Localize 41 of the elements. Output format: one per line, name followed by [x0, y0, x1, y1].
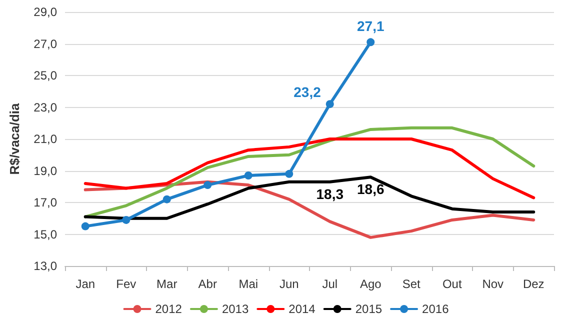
point [204, 181, 212, 190]
x-tick-label: Mar [156, 277, 178, 291]
y-tick-label: 25,0 [34, 68, 58, 82]
x-tick-label: Set [402, 277, 422, 291]
x-tick-label: Jun [279, 277, 299, 291]
x-tick-label: Fev [116, 277, 136, 291]
data-label: 27,1 [357, 18, 384, 34]
data-label: 18,6 [357, 181, 384, 198]
line-series [84, 126, 536, 218]
point [285, 170, 294, 178]
point [326, 100, 334, 108]
point [122, 216, 130, 224]
x-tick-label: Mai [238, 277, 258, 291]
y-tick-label: 19,0 [34, 164, 58, 178]
y-tick-label: 29,0 [34, 5, 58, 19]
data-label: 23,2 [294, 84, 322, 100]
x-tick-label: Out [442, 277, 462, 291]
y-tick-label: 21,0 [34, 132, 58, 146]
y-tick-label: 13,0 [34, 259, 58, 273]
legend-label: 2013 [222, 302, 249, 316]
x-tick-label: Dez [522, 277, 544, 291]
y-tick-label: 15,0 [34, 227, 58, 242]
legend-label: 2015 [355, 302, 382, 316]
legend-label: 2012 [155, 302, 182, 316]
x-tick-label: Abr [198, 277, 217, 291]
x-tick-label: Jul [322, 277, 338, 291]
point [162, 195, 171, 204]
line-series [84, 138, 536, 200]
y-axis-title: R$/vaca/dia [7, 102, 22, 175]
y-tick-label: 17,0 [34, 196, 58, 210]
point [366, 38, 375, 46]
x-tick-label: Jan [76, 277, 96, 291]
legend-label: 2016 [422, 302, 450, 316]
y-tick-label: 27,0 [34, 36, 58, 51]
point [244, 172, 252, 180]
x-tick-label: Ago [360, 277, 382, 291]
data-label: 18,3 [316, 186, 344, 202]
legend-label: 2014 [288, 302, 316, 316]
point [81, 222, 90, 230]
y-tick-label: 23,0 [34, 100, 58, 114]
x-tick-label: Nov [482, 277, 504, 291]
